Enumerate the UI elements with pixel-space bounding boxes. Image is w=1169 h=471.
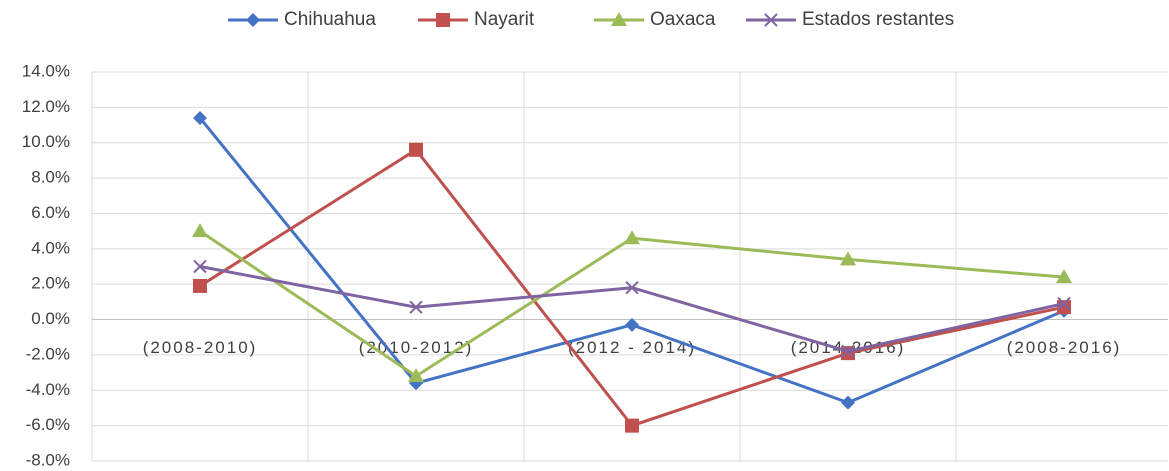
y-tick-label: 14.0% <box>22 61 70 80</box>
point-marker <box>625 281 639 295</box>
x-tick-label: (2008-2010) <box>143 338 258 357</box>
legend-marker <box>246 13 260 27</box>
legend-marker <box>611 12 627 26</box>
y-tick-label: 0.0% <box>31 309 70 328</box>
point-marker <box>1056 269 1072 284</box>
legend-label: Nayarit <box>474 9 535 30</box>
legend-label: Oaxaca <box>650 9 716 30</box>
y-tick-label: 4.0% <box>31 238 70 257</box>
point-marker <box>841 346 855 361</box>
y-tick-label: -2.0% <box>26 344 70 363</box>
series-line <box>198 117 1065 405</box>
point-marker <box>192 223 208 238</box>
x-tick-label: (2012 - 2014) <box>568 338 696 357</box>
y-tick-label: 10.0% <box>22 132 70 151</box>
point-marker <box>625 418 639 433</box>
y-tick-label: 2.0% <box>31 274 70 293</box>
x-tick-label: (2010-2012) <box>359 338 474 357</box>
point-marker <box>840 251 856 266</box>
legend-label: Estados restantes <box>802 9 954 30</box>
point-marker <box>409 142 423 157</box>
y-tick-label: -4.0% <box>26 380 70 399</box>
y-tick-label: 8.0% <box>31 168 70 187</box>
point-marker <box>193 259 207 274</box>
point-marker <box>409 300 423 314</box>
legend-label: Chihuahua <box>284 9 376 30</box>
point-marker <box>193 278 207 293</box>
y-tick-label: 12.0% <box>22 97 70 116</box>
y-tick-label: 6.0% <box>31 203 70 222</box>
point-marker <box>841 395 855 410</box>
x-tick-label: (2008-2016) <box>1007 338 1122 357</box>
point-marker <box>193 110 207 125</box>
point-marker <box>841 344 855 359</box>
point-marker <box>625 317 639 332</box>
point-marker <box>624 230 640 245</box>
point-marker <box>408 368 424 383</box>
y-tick-label: -6.0% <box>26 415 70 434</box>
legend-marker <box>436 13 450 27</box>
y-tick-label: -8.0% <box>26 450 70 469</box>
point-marker <box>1057 296 1071 311</box>
legend-marker <box>764 13 778 27</box>
